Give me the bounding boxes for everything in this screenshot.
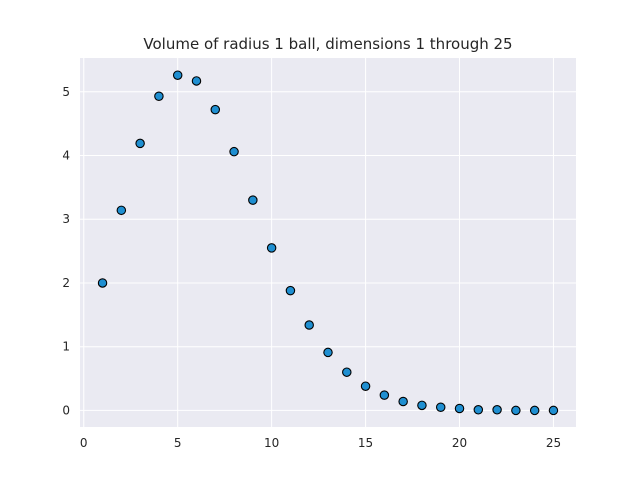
- grid-lines: [80, 58, 576, 427]
- x-axis-ticks: 0 5 10 15 20 25: [80, 436, 561, 450]
- y-tick-label: 0: [62, 403, 70, 417]
- x-tick-label: 10: [264, 436, 279, 450]
- data-point: [285, 285, 296, 296]
- data-points: [97, 70, 559, 416]
- data-point: [172, 70, 183, 80]
- data-point: [454, 403, 465, 414]
- data-point: [417, 400, 427, 411]
- y-axis-ticks: 0 1 2 3 4 5: [62, 85, 70, 418]
- y-tick-label: 3: [62, 212, 70, 226]
- plot-area: [80, 58, 576, 427]
- data-point: [248, 195, 258, 205]
- data-point: [154, 91, 164, 101]
- data-point: [473, 405, 484, 415]
- x-tick-label: 20: [452, 436, 467, 450]
- data-point: [548, 405, 559, 416]
- data-point: [229, 146, 239, 157]
- x-tick-label: 5: [174, 436, 182, 450]
- data-point: [511, 405, 521, 416]
- data-point: [529, 405, 540, 416]
- data-point: [266, 243, 277, 253]
- data-point: [342, 367, 352, 377]
- y-tick-label: 5: [62, 85, 70, 99]
- data-point: [398, 396, 408, 407]
- data-point: [210, 104, 221, 115]
- data-point: [191, 76, 202, 86]
- data-point: [492, 405, 502, 415]
- data-point: [116, 205, 127, 216]
- x-tick-label: 0: [80, 436, 88, 450]
- y-tick-label: 1: [62, 340, 70, 354]
- data-point: [323, 347, 333, 358]
- data-point: [304, 320, 314, 330]
- data-point: [435, 402, 446, 412]
- data-point: [360, 381, 371, 391]
- chart-title: Volume of radius 1 ball, dimensions 1 th…: [143, 35, 512, 53]
- data-point: [135, 138, 145, 149]
- data-point: [97, 278, 108, 288]
- y-tick-label: 4: [62, 149, 70, 163]
- x-tick-label: 25: [546, 436, 561, 450]
- data-point: [379, 390, 390, 400]
- x-tick-label: 15: [358, 436, 373, 450]
- y-tick-label: 2: [62, 276, 70, 290]
